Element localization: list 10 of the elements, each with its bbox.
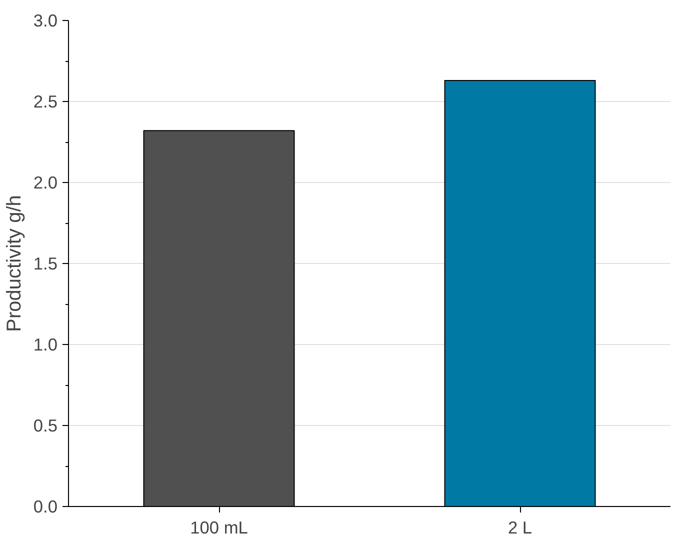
y-tick-label: 2.0 (33, 172, 58, 192)
y-tick-label: 1.5 (33, 254, 58, 274)
y-tick-label: 3.0 (33, 10, 58, 30)
y-axis-title: Productivity g/h (3, 195, 26, 332)
y-tick-label: 2.5 (33, 92, 58, 112)
y-tick-label: 1.0 (33, 334, 58, 354)
y-tick-label: 0.0 (33, 496, 58, 516)
x-tick-label: 2 L (508, 518, 532, 538)
x-tick-label: 100 mL (190, 518, 248, 538)
y-tick-label: 0.5 (33, 416, 58, 436)
